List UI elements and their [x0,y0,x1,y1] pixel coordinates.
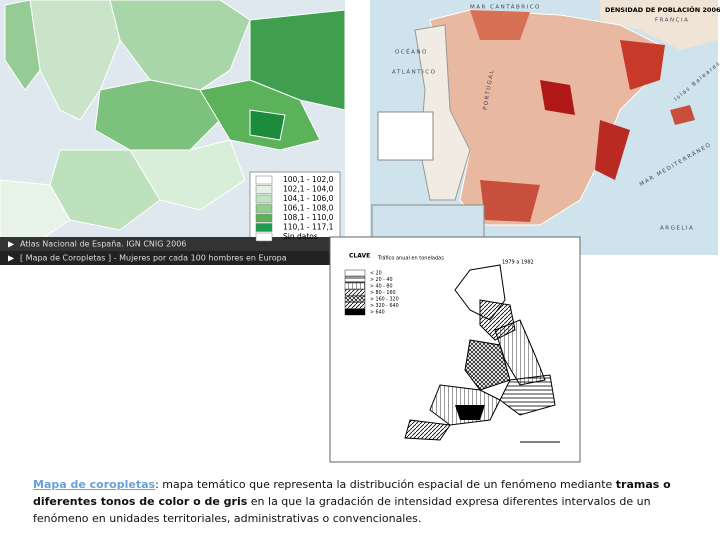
caption-text: : mapa temático que representa la distri… [155,478,616,491]
legend-label: > 320 - 640 [370,303,399,309]
term-link[interactable]: Mapa de coropletas [33,478,156,491]
legend-swatch [255,232,273,242]
legend-swatch [255,204,273,213]
legend-swatch [344,289,366,296]
legend-label: > 160 - 320 [370,297,399,303]
key-title: CLAVE [349,253,370,260]
place-label: ATLÁNTICO [392,69,436,76]
map-caption: [ Mapa de Coropletas ] - Mujeres por cad… [20,254,287,263]
caption-text: en la que la gradación de intensidad exp… [33,495,651,525]
legend-swatch [255,175,273,185]
legend-label: < 20 [370,271,382,277]
legend-swatch [344,269,366,277]
triangle: ▶ [8,240,15,249]
legend-swatch [344,282,366,290]
caption-bold: tramas o diferentes tonos de color o de … [33,478,671,508]
legend-swatch [344,276,366,283]
legend-label: 100,1 - 102,0 [283,175,334,184]
legend-label: Sin datos [283,232,318,241]
legend-swatch [255,185,273,194]
triangle: ▶ [8,254,15,263]
place-label: ARGELIA [660,226,694,232]
legend-swatch [344,295,366,303]
legend-swatch [344,302,366,309]
legend-label: > 20 - 40 [370,277,393,283]
legend-swatch [344,308,366,316]
europe-map: ▶ ▶ Atlas Nacional de España. IGN CNIG 2… [0,0,346,265]
place-label: FRANCIA [655,18,689,24]
place-label: MAR CANTÁBRICO [470,4,541,11]
period: 1979 a 1982 [502,260,534,266]
legend-label: > 640 [370,310,385,316]
legend-swatch [255,213,273,223]
legend-swatch [255,223,273,232]
place-label: OCÉANO [395,48,428,56]
legend-label: 104,1 - 106,0 [283,194,334,203]
legend-label: 110,1 - 117,1 [283,223,334,232]
caption: Mapa de coropletas: mapa temático que re… [33,476,693,527]
england-map: CLAVE Tráfico anual en toneladas 1979 a … [329,236,581,463]
legend-swatch [255,194,273,204]
key-subtitle: Tráfico anual en toneladas [377,255,444,262]
credit: Atlas Nacional de España. IGN CNIG 2006 [20,240,186,249]
legend-label: 108,1 - 110,0 [283,213,334,222]
legend-label: 106,1 - 108,0 [283,204,334,213]
legend-label: > 40 - 80 [370,284,393,290]
spain-title: DENSIDAD DE POBLACIÓN 2006 [605,5,720,14]
legend-label: 102,1 - 104,0 [283,185,334,194]
spain-map: DENSIDAD DE POBLACIÓN 2006 [370,0,720,255]
legend-label: > 80 - 160 [370,290,396,296]
